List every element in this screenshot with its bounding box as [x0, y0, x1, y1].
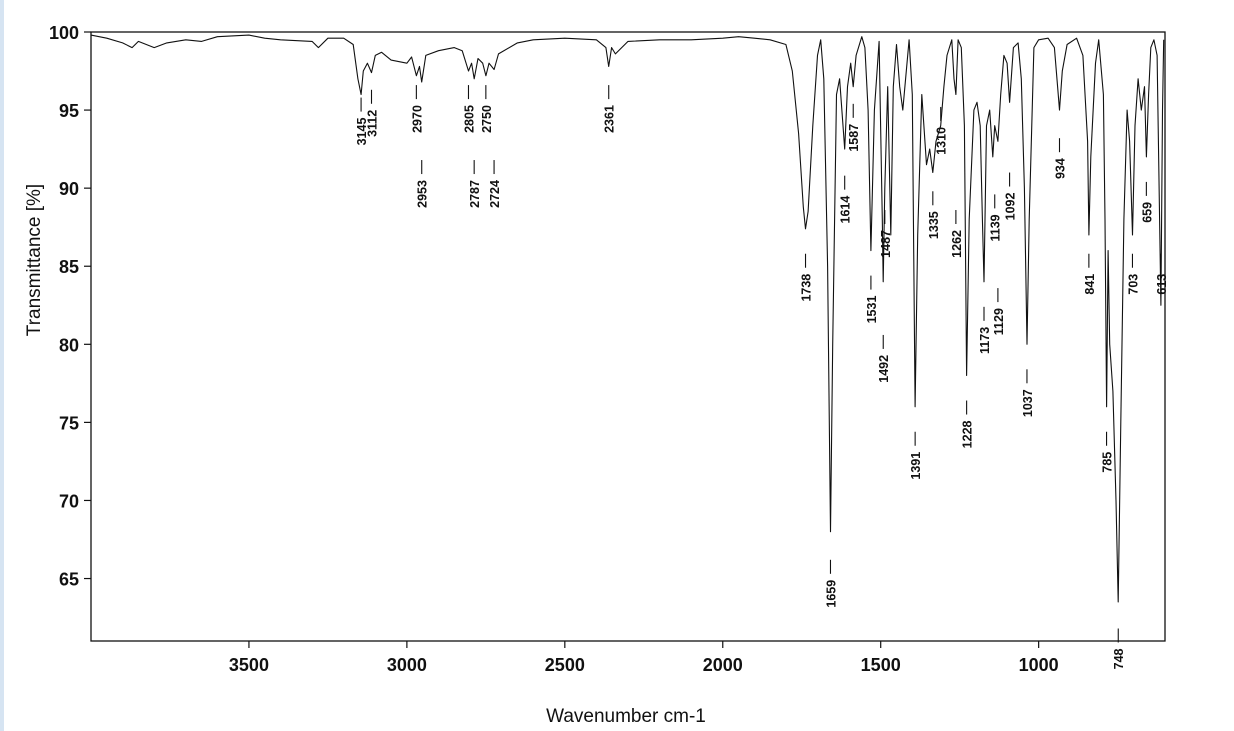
y-tick-label: 95 [59, 101, 79, 121]
y-tick-label: 85 [59, 257, 79, 277]
peak-label: 1587 [847, 124, 861, 152]
peak-label: 1092 [1004, 192, 1018, 220]
y-tick-label: 70 [59, 491, 79, 511]
peak-label: 785 [1101, 452, 1115, 473]
peak-label: 1310 [935, 127, 949, 155]
x-tick-label: 2000 [703, 655, 743, 675]
y-tick-label: 80 [59, 335, 79, 355]
y-axis-title: Transmittance [%] [24, 184, 45, 336]
x-axis-title: Wavenumber cm-1 [546, 706, 706, 727]
x-tick-label: 3500 [229, 655, 269, 675]
y-tick-label: 100 [49, 23, 79, 43]
y-tick-label: 90 [59, 179, 79, 199]
window-left-edge [0, 0, 4, 731]
peak-label: 1738 [800, 274, 814, 302]
y-tick-label: 75 [59, 413, 79, 433]
transmittance-series-line [90, 34, 1165, 603]
x-tick-label: 1000 [1019, 655, 1059, 675]
peak-label: 3112 [366, 110, 380, 137]
peak-label: 748 [1112, 648, 1126, 669]
peak-label: 2750 [480, 105, 494, 133]
peak-label: 1173 [978, 327, 992, 354]
peak-label: 841 [1083, 274, 1097, 295]
x-tick-label: 3000 [387, 655, 427, 675]
peak-label: 3145 [355, 118, 369, 146]
peak-label: 2724 [488, 180, 502, 208]
peak-label: 1391 [909, 452, 923, 480]
peak-label: 1335 [927, 211, 941, 239]
peak-label: 2970 [410, 105, 424, 133]
peak-label: 934 [1053, 158, 1067, 179]
peak-label: 1487 [879, 230, 893, 258]
peak-label: 1659 [824, 580, 838, 608]
peak-label: 1262 [950, 230, 964, 258]
peak-label: 659 [1140, 202, 1154, 223]
peak-label: 703 [1126, 274, 1140, 295]
peak-label: 2361 [603, 105, 617, 133]
peak-label: 1037 [1021, 389, 1035, 417]
peak-label: 1531 [865, 296, 879, 324]
x-tick-label: 1500 [861, 655, 901, 675]
peak-label: 613 [1155, 274, 1169, 295]
x-tick-label: 2500 [545, 655, 585, 675]
peak-label: 1129 [992, 308, 1006, 335]
peak-label: 2953 [416, 180, 430, 208]
plot-frame [90, 31, 1166, 642]
peak-label: 1139 [989, 214, 1003, 241]
peak-label: 1614 [839, 196, 853, 224]
peak-label: 2805 [462, 105, 476, 133]
peak-label: 2787 [468, 180, 482, 208]
peak-label: 1228 [961, 420, 975, 448]
x-axis: 3500 3000 2500 2000 1500 1000 [229, 641, 1059, 675]
y-tick-label: 65 [59, 570, 79, 590]
peak-label: 1492 [877, 355, 891, 383]
y-axis: 65 70 75 80 85 90 95 100 [49, 23, 91, 590]
